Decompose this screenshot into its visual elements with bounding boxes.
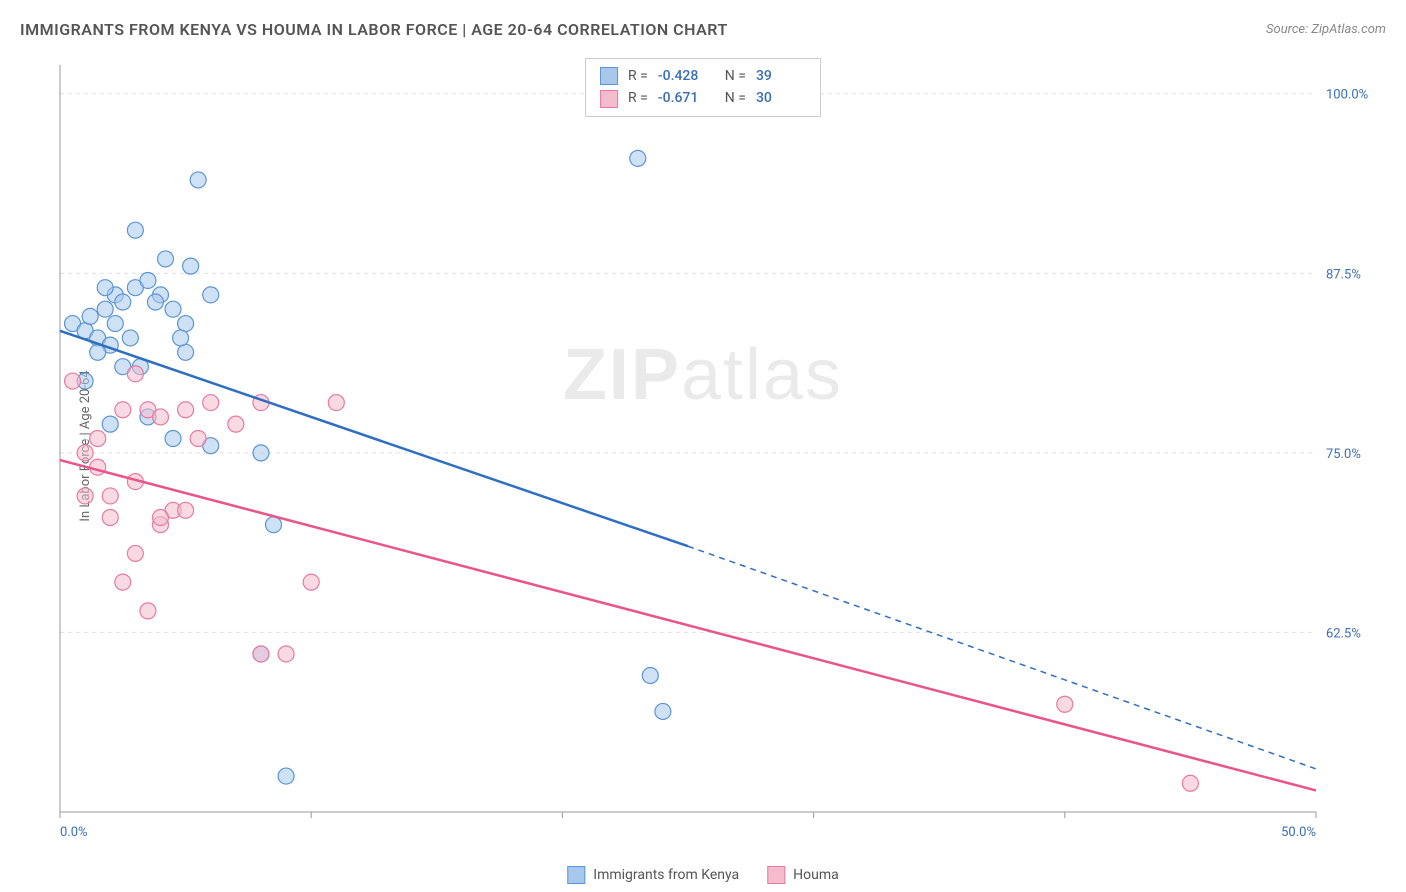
data-point — [115, 402, 131, 418]
data-point — [152, 510, 168, 526]
n-value: 30 — [756, 87, 806, 109]
data-point — [183, 258, 199, 274]
data-point — [1182, 775, 1198, 791]
data-point — [77, 488, 93, 504]
data-point — [178, 344, 194, 360]
legend-label: Immigrants from Kenya — [593, 867, 739, 883]
source-label: Source: ZipAtlas.com — [1266, 22, 1386, 37]
swatch-icon — [600, 90, 618, 108]
scatter-chart: 62.5% 75.0% 87.5% 100.0% 0.0% 50.0% — [50, 55, 1386, 852]
data-point — [253, 646, 269, 662]
data-point — [190, 431, 206, 447]
n-label: N = — [718, 87, 746, 109]
r-value: -0.428 — [658, 65, 708, 87]
data-point — [203, 287, 219, 303]
data-point — [65, 373, 81, 389]
stats-legend: R = -0.428 N = 39 R = -0.671 N = 30 — [585, 58, 821, 117]
data-point — [278, 768, 294, 784]
chart-area: 62.5% 75.0% 87.5% 100.0% 0.0% 50.0% — [50, 55, 1386, 852]
data-point — [115, 574, 131, 590]
data-point — [630, 150, 646, 166]
r-value: -0.671 — [658, 87, 708, 109]
series-legend: Immigrants from Kenya Houma — [567, 866, 838, 884]
data-point — [102, 488, 118, 504]
data-point — [102, 416, 118, 432]
data-point — [107, 316, 123, 332]
data-point — [278, 646, 294, 662]
data-point — [77, 445, 93, 461]
trend-line — [60, 460, 1316, 790]
data-point — [253, 445, 269, 461]
data-point — [122, 330, 138, 346]
data-point — [178, 402, 194, 418]
data-point — [102, 510, 118, 526]
n-label: N = — [718, 65, 746, 87]
data-point — [165, 301, 181, 317]
legend-item: Immigrants from Kenya — [567, 866, 739, 884]
legend-label: Houma — [793, 867, 839, 883]
data-point — [152, 409, 168, 425]
data-point — [303, 574, 319, 590]
data-point — [82, 308, 98, 324]
data-point — [1057, 696, 1073, 712]
data-point — [178, 502, 194, 518]
data-point — [127, 545, 143, 561]
stats-row: R = -0.671 N = 30 — [600, 87, 806, 109]
data-point — [90, 431, 106, 447]
data-point — [266, 517, 282, 533]
data-point — [203, 395, 219, 411]
data-point — [97, 301, 113, 317]
r-label: R = — [628, 87, 648, 109]
data-point — [165, 431, 181, 447]
data-point — [228, 416, 244, 432]
data-point — [328, 395, 344, 411]
data-point — [173, 330, 189, 346]
swatch-icon — [567, 866, 585, 884]
r-label: R = — [628, 65, 648, 87]
data-point — [127, 366, 143, 382]
data-point — [178, 316, 194, 332]
data-point — [655, 703, 671, 719]
trend-line-dashed — [688, 546, 1316, 769]
svg-text:75.0%: 75.0% — [1326, 447, 1361, 462]
chart-title: IMMIGRANTS FROM KENYA VS HOUMA IN LABOR … — [20, 20, 728, 39]
svg-text:0.0%: 0.0% — [60, 825, 88, 840]
data-point — [140, 272, 156, 288]
svg-text:50.0%: 50.0% — [1281, 825, 1316, 840]
svg-text:100.0%: 100.0% — [1326, 88, 1368, 103]
data-point — [115, 294, 131, 310]
svg-text:87.5%: 87.5% — [1326, 267, 1361, 282]
data-point — [140, 603, 156, 619]
data-point — [97, 280, 113, 296]
swatch-icon — [600, 67, 618, 85]
n-value: 39 — [756, 65, 806, 87]
data-point — [158, 251, 174, 267]
svg-text:62.5%: 62.5% — [1326, 626, 1361, 641]
data-point — [190, 172, 206, 188]
data-point — [127, 222, 143, 238]
data-point — [147, 294, 163, 310]
data-point — [642, 668, 658, 684]
stats-row: R = -0.428 N = 39 — [600, 65, 806, 87]
legend-item: Houma — [767, 866, 839, 884]
swatch-icon — [767, 866, 785, 884]
